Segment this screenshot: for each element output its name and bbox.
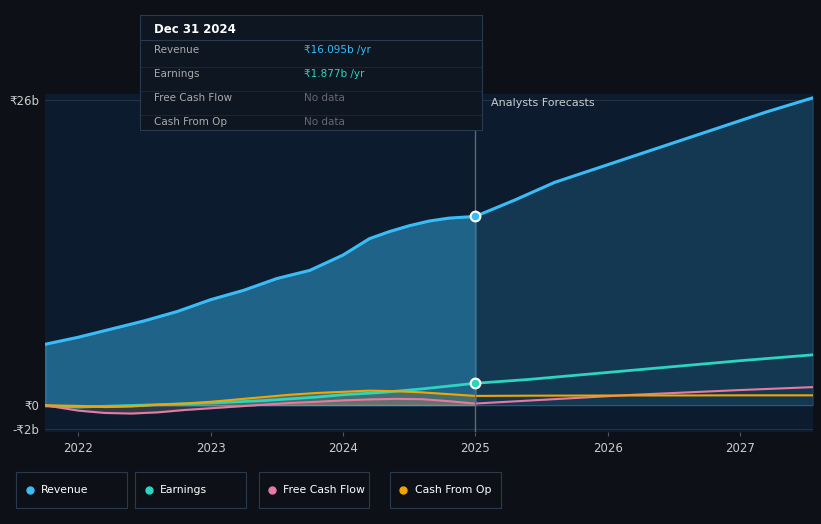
Text: Earnings: Earnings xyxy=(154,69,200,79)
Text: Free Cash Flow: Free Cash Flow xyxy=(154,93,232,103)
Text: Cash From Op: Cash From Op xyxy=(415,485,491,495)
Text: No data: No data xyxy=(304,117,345,127)
Text: ₹1.877b /yr: ₹1.877b /yr xyxy=(304,69,365,79)
Text: Analysts Forecasts: Analysts Forecasts xyxy=(491,98,594,108)
Text: No data: No data xyxy=(304,93,345,103)
Text: Cash From Op: Cash From Op xyxy=(154,117,227,127)
Text: Revenue: Revenue xyxy=(154,45,199,55)
Text: ₹16.095b /yr: ₹16.095b /yr xyxy=(304,45,371,55)
Text: Revenue: Revenue xyxy=(41,485,89,495)
Text: Past: Past xyxy=(436,98,460,108)
Text: Dec 31 2024: Dec 31 2024 xyxy=(154,23,236,36)
Text: Earnings: Earnings xyxy=(160,485,207,495)
Text: Free Cash Flow: Free Cash Flow xyxy=(283,485,365,495)
